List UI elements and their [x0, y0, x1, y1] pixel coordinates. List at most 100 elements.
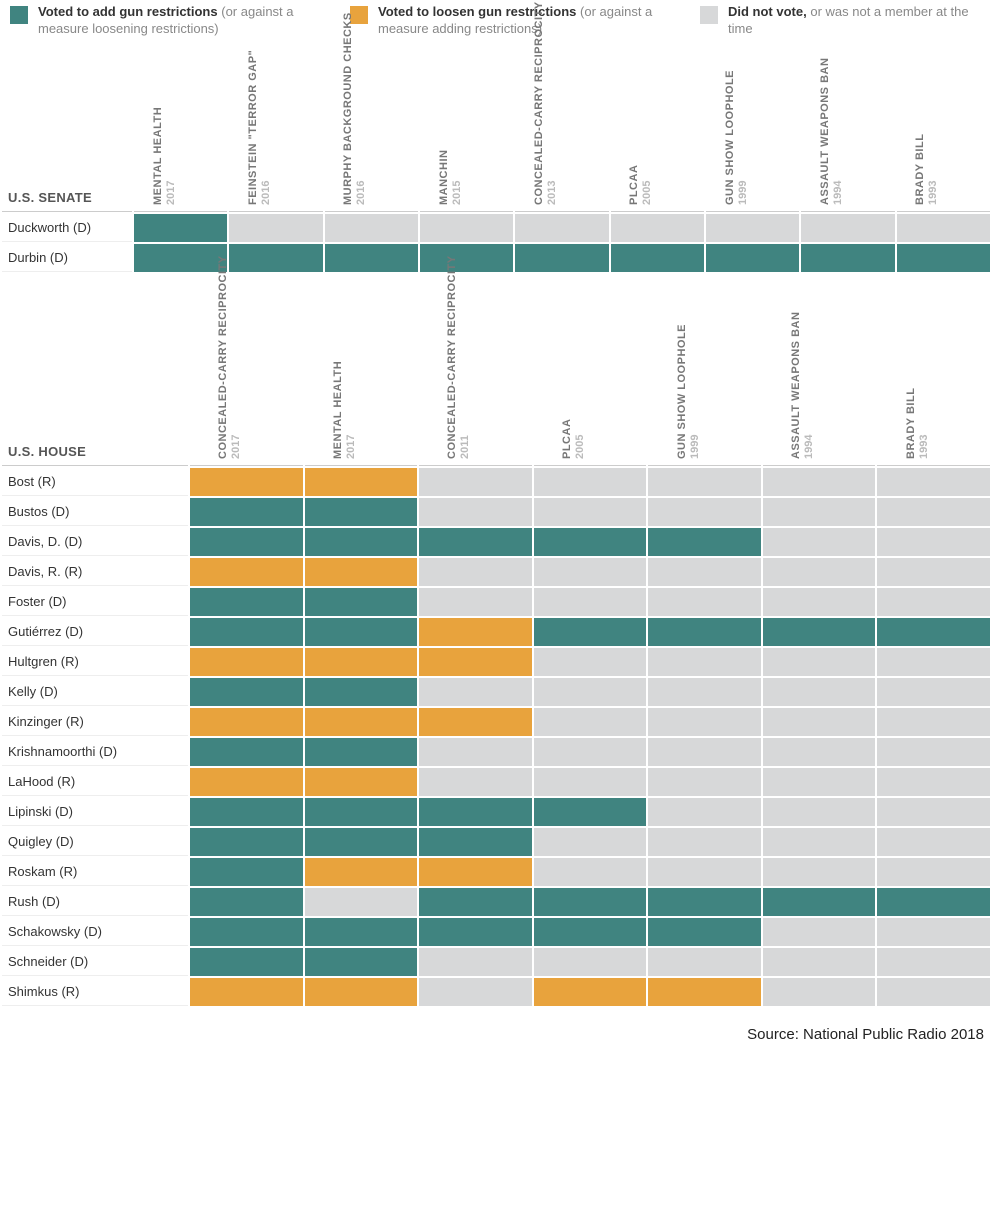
member-name: Quigley (D): [2, 828, 188, 856]
column-header: MURPHY BACKGROUND CHECKS2016: [325, 52, 418, 212]
column-header: MANCHIN2015: [420, 52, 513, 212]
vote-cell: [190, 918, 303, 946]
vote-cell: [305, 858, 418, 886]
vote-cell: [877, 768, 990, 796]
member-name: Davis, R. (R): [2, 558, 188, 586]
vote-cell: [801, 244, 894, 272]
table-row: Bustos (D): [2, 498, 990, 526]
vote-cell: [877, 918, 990, 946]
vote-cell: [419, 528, 532, 556]
vote-cell: [706, 214, 799, 242]
vote-cell: [305, 678, 418, 706]
vote-cell: [534, 648, 647, 676]
vote-cell: [611, 244, 704, 272]
vote-cell: [648, 528, 761, 556]
vote-cell: [763, 588, 876, 616]
member-name: Schneider (D): [2, 948, 188, 976]
vote-cell: [190, 588, 303, 616]
vote-cell: [648, 828, 761, 856]
vote-table: U.S. SENATEMENTAL HEALTH2017FEINSTEIN "T…: [0, 50, 992, 274]
vote-cell: [515, 244, 608, 272]
vote-table: U.S. HOUSECONCEALED-CARRY RECIPROCITY201…: [0, 284, 992, 1008]
vote-cell: [648, 468, 761, 496]
member-name: Krishnamoorthi (D): [2, 738, 188, 766]
vote-cell: [648, 618, 761, 646]
legend-item: Voted to add gun restrictions (or agains…: [4, 4, 344, 38]
vote-cell: [763, 468, 876, 496]
column-header: BRADY BILL1993: [897, 52, 990, 212]
member-name: Rush (D): [2, 888, 188, 916]
vote-cell: [648, 798, 761, 826]
member-name: Davis, D. (D): [2, 528, 188, 556]
vote-cell: [877, 468, 990, 496]
table-row: Kelly (D): [2, 678, 990, 706]
vote-cell: [419, 828, 532, 856]
legend-text: Did not vote, or was not a member at the…: [728, 4, 976, 38]
vote-cell: [763, 768, 876, 796]
table-row: Durbin (D): [2, 244, 990, 272]
legend-swatch: [700, 6, 718, 24]
vote-cell: [190, 858, 303, 886]
vote-cell: [534, 858, 647, 886]
vote-cell: [648, 858, 761, 886]
vote-cell: [325, 214, 418, 242]
vote-cell: [305, 558, 418, 586]
vote-cell: [763, 618, 876, 646]
vote-cell: [515, 214, 608, 242]
member-name: Hultgren (R): [2, 648, 188, 676]
vote-cell: [190, 828, 303, 856]
vote-cell: [419, 858, 532, 886]
vote-cell: [648, 708, 761, 736]
vote-cell: [763, 738, 876, 766]
member-name: Duckworth (D): [2, 214, 132, 242]
member-name: Kinzinger (R): [2, 708, 188, 736]
vote-cell: [897, 214, 990, 242]
legend-item: Did not vote, or was not a member at the…: [694, 4, 988, 38]
source-line: Source: National Public Radio 2018: [0, 1008, 992, 1049]
vote-cell: [190, 768, 303, 796]
vote-cell: [325, 244, 418, 272]
vote-cell: [877, 558, 990, 586]
vote-cell: [763, 558, 876, 586]
vote-cell: [305, 588, 418, 616]
vote-cell: [419, 738, 532, 766]
vote-cell: [534, 528, 647, 556]
vote-heatmap: Voted to add gun restrictions (or agains…: [0, 0, 992, 1059]
vote-cell: [534, 918, 647, 946]
member-name: Kelly (D): [2, 678, 188, 706]
column-header: PLCAA2005: [611, 52, 704, 212]
legend-text: Voted to add gun restrictions (or agains…: [38, 4, 332, 38]
vote-cell: [420, 214, 513, 242]
vote-cell: [763, 828, 876, 856]
column-header: MENTAL HEALTH2017: [305, 286, 418, 466]
legend-swatch: [10, 6, 28, 24]
vote-cell: [305, 768, 418, 796]
table-row: Davis, R. (R): [2, 558, 990, 586]
vote-cell: [305, 798, 418, 826]
vote-cell: [534, 468, 647, 496]
vote-cell: [190, 708, 303, 736]
vote-cell: [305, 828, 418, 856]
vote-cell: [534, 498, 647, 526]
table-row: Quigley (D): [2, 828, 990, 856]
legend-text: Voted to loosen gun restrictions (or aga…: [378, 4, 682, 38]
vote-cell: [534, 738, 647, 766]
table-row: Schakowsky (D): [2, 918, 990, 946]
column-header: CONCEALED-CARRY RECIPROCITY2013: [515, 52, 608, 212]
vote-cell: [877, 978, 990, 1006]
vote-cell: [877, 708, 990, 736]
vote-cell: [534, 888, 647, 916]
vote-cell: [190, 498, 303, 526]
vote-cell: [877, 648, 990, 676]
table-row: Kinzinger (R): [2, 708, 990, 736]
vote-cell: [419, 618, 532, 646]
vote-cell: [877, 738, 990, 766]
member-name: Gutiérrez (D): [2, 618, 188, 646]
vote-cell: [648, 558, 761, 586]
table-row: Lipinski (D): [2, 798, 990, 826]
vote-cell: [763, 948, 876, 976]
vote-cell: [305, 708, 418, 736]
column-header: FEINSTEIN "TERROR GAP"2016: [229, 52, 322, 212]
member-name: Foster (D): [2, 588, 188, 616]
vote-cell: [763, 648, 876, 676]
